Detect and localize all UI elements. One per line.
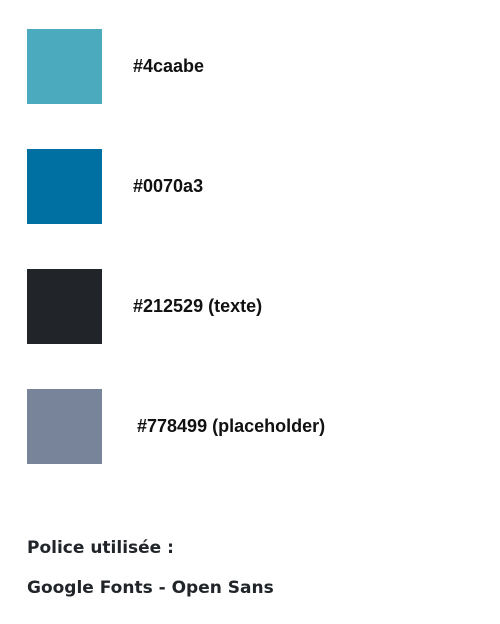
color-swatch-teal (27, 29, 102, 104)
color-swatch-slate (27, 389, 102, 464)
color-code-label: #0070a3 (133, 176, 204, 196)
font-heading: Police utilisée : (27, 538, 174, 558)
color-swatch-blue (27, 149, 102, 224)
color-swatch-dark (27, 269, 102, 344)
font-name: Google Fonts - Open Sans (27, 578, 274, 598)
palette-row-2: #0070a3 (27, 149, 203, 224)
palette-row-4: #778499 (placeholder) (27, 389, 325, 464)
color-code-label: #778499 (placeholder) (137, 416, 326, 436)
palette-row-3: #212529 (texte) (27, 269, 262, 344)
color-code-label: #212529 (texte) (133, 296, 263, 316)
color-code-label: #4caabe (133, 56, 205, 76)
palette-row-1: #4caabe (27, 29, 204, 104)
